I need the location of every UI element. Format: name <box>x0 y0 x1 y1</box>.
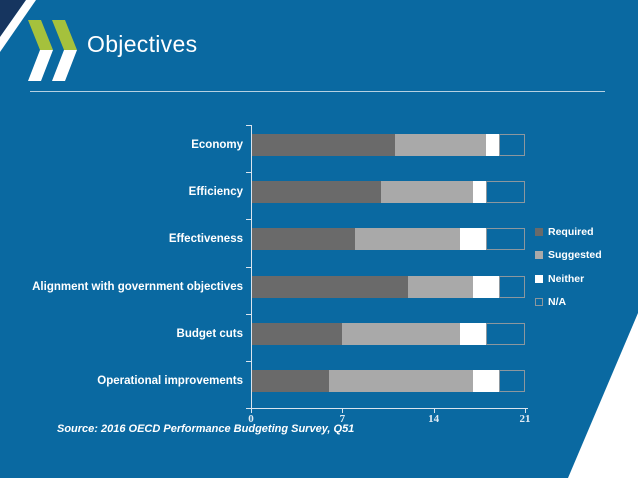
legend-label: Neither <box>548 272 585 285</box>
x-axis-tick <box>433 408 435 413</box>
legend-label: Required <box>548 225 594 238</box>
bar-segment-n-a <box>498 275 525 298</box>
bar-segment-n-a <box>485 322 525 345</box>
y-axis-tick <box>246 408 251 409</box>
y-axis-tick <box>246 313 251 315</box>
bar-segment-n-a <box>498 134 525 156</box>
bar-segment-neither <box>485 134 499 156</box>
bar-segment-required <box>251 369 330 392</box>
legend-swatch-required-icon <box>535 227 543 236</box>
bar-row <box>251 181 525 204</box>
corner-decoration-topleft <box>0 0 36 52</box>
bar-segment-n-a <box>485 181 525 204</box>
bottom-right-triangle <box>568 313 638 478</box>
legend-item: Required <box>535 220 602 244</box>
bar-segment-required <box>251 134 395 156</box>
y-axis-tick <box>246 266 251 268</box>
legend-label: Suggested <box>548 249 602 262</box>
category-label: Economy <box>191 139 243 151</box>
y-axis-tick <box>246 172 251 174</box>
category-label: Effectiveness <box>168 233 243 246</box>
legend-swatch-n-a-icon <box>535 298 543 307</box>
legend-label: N/A <box>548 296 567 309</box>
x-axis-tick-label: 21 <box>519 413 531 425</box>
bar-segment-suggested <box>394 134 486 156</box>
category-label: Alignment with government objectives <box>32 280 243 293</box>
category-label: Operational improvements <box>97 374 243 387</box>
oecd-logo <box>28 20 77 81</box>
logo-chevron-right <box>52 20 77 81</box>
corner-white-stripe <box>0 0 36 52</box>
bar-row <box>251 134 525 156</box>
legend-item: Neither <box>535 267 602 291</box>
bar-segment-suggested <box>342 322 460 345</box>
legend-item: N/A <box>535 291 602 315</box>
x-axis-tick-label: 14 <box>428 413 440 425</box>
bar-segment-neither <box>459 322 486 345</box>
bar-row <box>251 228 525 251</box>
category-label: Efficiency <box>188 186 243 199</box>
bar-segment-n-a <box>485 228 525 251</box>
y-axis-tick <box>246 360 251 362</box>
logo-chevron-left <box>28 20 53 81</box>
bar-segment-neither <box>472 275 499 298</box>
bar-segment-required <box>251 275 408 298</box>
x-axis-tick-label: 7 <box>339 413 346 425</box>
bar-segment-required <box>251 228 356 251</box>
bar-segment-suggested <box>355 228 460 251</box>
bar-segment-neither <box>472 181 486 204</box>
x-axis-tick <box>251 408 252 413</box>
source-note: Source: 2016 OECD Performance Budgeting … <box>57 423 355 435</box>
bar-segment-suggested <box>407 275 473 298</box>
page-title: Objectives <box>87 31 198 57</box>
x-axis-tick <box>525 408 526 413</box>
corner-decoration-bottomright <box>568 313 638 478</box>
bar-segment-neither <box>472 369 499 392</box>
bar-segment-required <box>251 322 343 345</box>
legend-swatch-neither-icon <box>535 274 543 283</box>
bar-segment-n-a <box>498 369 525 392</box>
bar-segment-required <box>251 181 382 204</box>
y-axis-tick <box>246 219 251 221</box>
chart-legend: Required Suggested Neither N/A <box>535 220 602 314</box>
header-divider <box>30 91 605 92</box>
y-axis-tick <box>246 125 251 126</box>
bar-row <box>251 322 525 345</box>
bar-segment-suggested <box>329 369 473 392</box>
legend-item: Suggested <box>535 244 602 268</box>
category-label: Budget cuts <box>176 327 243 340</box>
y-axis <box>251 125 252 409</box>
bar-segment-neither <box>459 228 486 251</box>
x-axis-tick <box>342 408 344 413</box>
bar-row <box>251 369 525 392</box>
x-axis <box>251 408 528 409</box>
x-axis-tick-label: 0 <box>248 413 254 425</box>
bar-row <box>251 275 525 298</box>
bar-segment-suggested <box>381 181 473 204</box>
legend-swatch-suggested-icon <box>535 251 543 260</box>
